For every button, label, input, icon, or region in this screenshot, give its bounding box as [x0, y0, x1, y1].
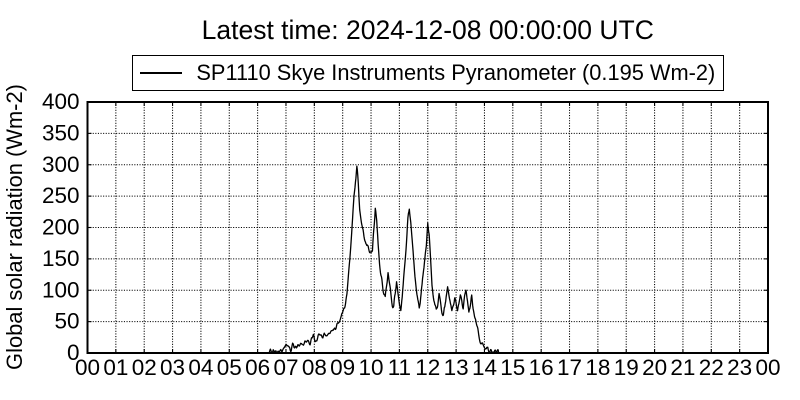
- svg-text:07: 07: [273, 355, 298, 380]
- svg-text:21: 21: [670, 355, 695, 380]
- svg-text:03: 03: [160, 355, 185, 380]
- svg-text:100: 100: [42, 277, 80, 302]
- svg-text:02: 02: [132, 355, 157, 380]
- svg-text:22: 22: [699, 355, 724, 380]
- svg-text:14: 14: [472, 355, 497, 380]
- svg-text:15: 15: [500, 355, 525, 380]
- svg-text:350: 350: [42, 120, 80, 145]
- svg-text:13: 13: [444, 355, 469, 380]
- svg-text:00: 00: [755, 355, 780, 380]
- svg-text:400: 400: [42, 89, 80, 114]
- svg-text:12: 12: [415, 355, 440, 380]
- svg-text:09: 09: [330, 355, 355, 380]
- svg-text:06: 06: [245, 355, 270, 380]
- svg-text:19: 19: [614, 355, 639, 380]
- svg-text:20: 20: [642, 355, 667, 380]
- svg-text:16: 16: [529, 355, 554, 380]
- svg-text:01: 01: [103, 355, 128, 380]
- svg-text:23: 23: [727, 355, 752, 380]
- svg-text:08: 08: [302, 355, 327, 380]
- svg-text:150: 150: [42, 246, 80, 271]
- svg-text:05: 05: [217, 355, 242, 380]
- svg-text:300: 300: [42, 152, 80, 177]
- svg-text:17: 17: [557, 355, 582, 380]
- svg-text:200: 200: [42, 215, 80, 240]
- svg-text:18: 18: [585, 355, 610, 380]
- svg-text:50: 50: [54, 309, 79, 334]
- svg-text:10: 10: [359, 355, 384, 380]
- svg-text:04: 04: [188, 355, 213, 380]
- svg-text:11: 11: [388, 355, 411, 380]
- svg-text:250: 250: [42, 183, 80, 208]
- svg-text:0: 0: [67, 340, 80, 365]
